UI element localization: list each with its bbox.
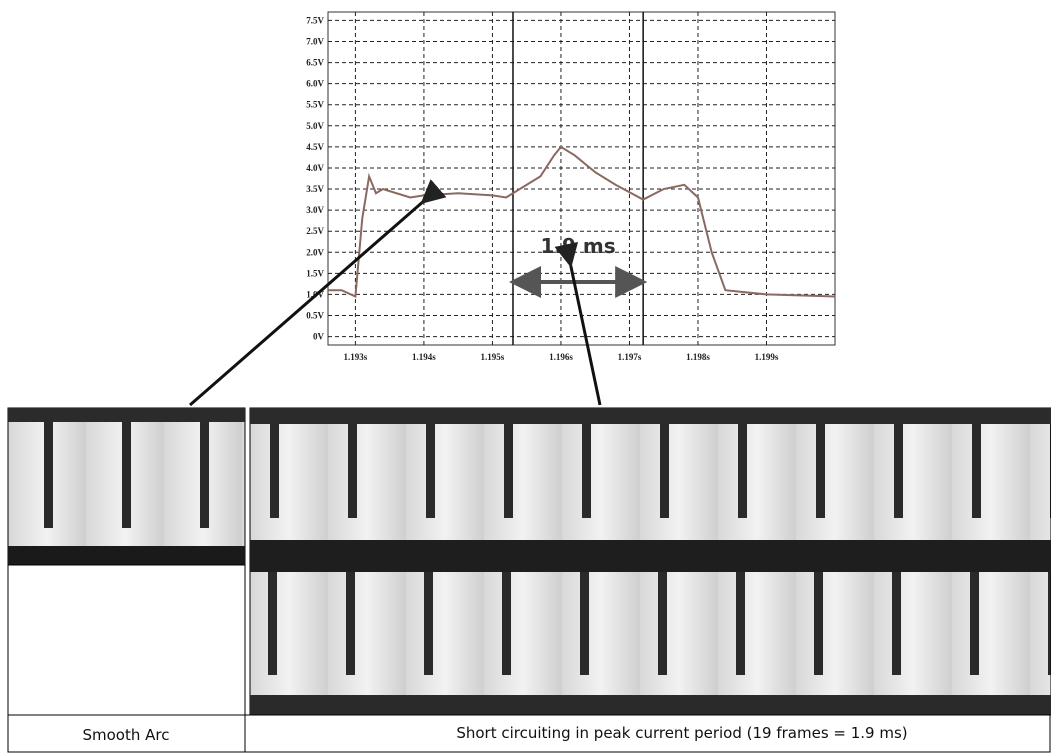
- y-tick-label: 6.5V: [306, 58, 324, 68]
- plot-frame: [327, 11, 836, 346]
- y-tick-label: 5.0V: [306, 121, 324, 131]
- x-tick-label: 1.197s: [618, 352, 642, 362]
- y-tick-label: 2.0V: [306, 247, 324, 257]
- voltage-line: [328, 145, 836, 299]
- x-tick-label: 1.198s: [686, 352, 710, 362]
- plot: 0V0.5V1.0V1.5V2.0V2.5V3.0V3.5V4.0V4.5V5.…: [306, 11, 836, 362]
- y-tick-label: 4.0V: [306, 163, 324, 173]
- pointer-arrow: [554, 241, 602, 406]
- x-tick-label: 1.199s: [755, 352, 779, 362]
- y-tick-label: 3.0V: [306, 205, 324, 215]
- y-tick-label: 0V: [313, 332, 325, 342]
- y-tick-label: 6.0V: [306, 79, 324, 89]
- y-tick-label: 3.5V: [306, 184, 324, 194]
- y-tick-label: 2.5V: [306, 226, 324, 236]
- y-tick-label: 5.5V: [306, 100, 324, 110]
- x-tick-label: 1.194s: [412, 352, 436, 362]
- caption: Short circuiting in peak current period …: [456, 724, 907, 742]
- x-tick-label: 1.196s: [549, 352, 573, 362]
- y-tick-label: 0.5V: [306, 310, 324, 320]
- x-tick-label: 1.195s: [481, 352, 505, 362]
- y-tick-label: 1.5V: [306, 268, 324, 278]
- photo-panels: [7, 407, 1051, 753]
- y-tick-label: 7.5V: [306, 15, 324, 25]
- y-tick-label: 4.5V: [306, 142, 324, 152]
- annotation: 1.9 ms: [541, 234, 616, 258]
- x-tick-label: 1.193s: [344, 352, 368, 362]
- caption: Smooth Arc: [83, 726, 170, 744]
- pointer-arrow: [189, 179, 447, 407]
- y-tick-label: 7.0V: [306, 37, 324, 47]
